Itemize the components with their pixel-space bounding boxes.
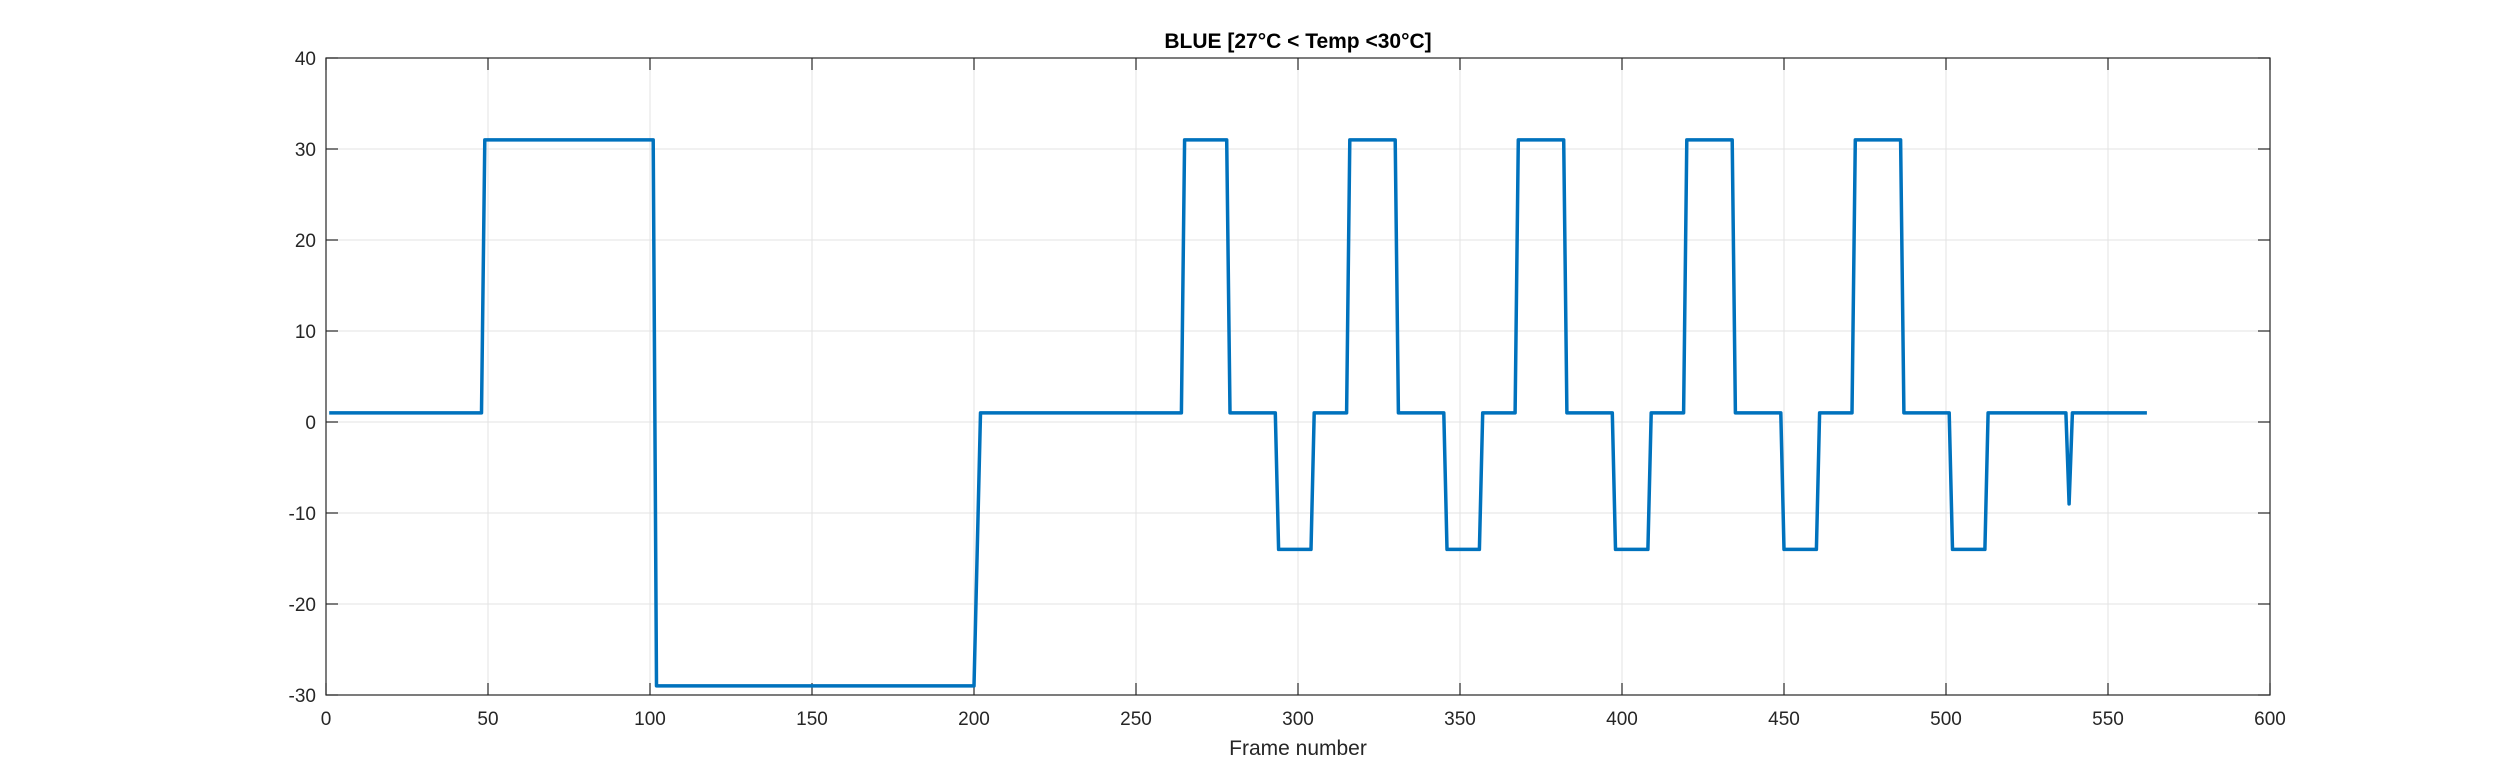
y-tick-label: 10 bbox=[295, 322, 316, 343]
y-tick-label: -20 bbox=[289, 595, 316, 616]
x-tick-label: 350 bbox=[1444, 709, 1476, 730]
x-tick-label: 200 bbox=[958, 709, 990, 730]
x-tick-label: 600 bbox=[2254, 709, 2286, 730]
y-tick-label: 20 bbox=[295, 231, 316, 252]
x-tick-label: 0 bbox=[321, 709, 332, 730]
y-tick-label: 30 bbox=[295, 140, 316, 161]
x-tick-label: 250 bbox=[1120, 709, 1152, 730]
y-tick-label: -30 bbox=[289, 686, 316, 707]
x-tick-label: 100 bbox=[634, 709, 666, 730]
tick-layer: 0 50 100 150 200 250 300 350 400 450 500 550 600-30-… bbox=[289, 49, 2286, 730]
series-layer bbox=[329, 138, 2147, 688]
y-tick-label: 0 bbox=[305, 413, 316, 434]
chart-title: BLUE [27°C < Temp <30°C] bbox=[1164, 30, 1431, 53]
x-tick-label: 300 bbox=[1282, 709, 1314, 730]
x-tick-label: 400 bbox=[1606, 709, 1638, 730]
x-axis-label: Frame number bbox=[1229, 737, 1367, 760]
y-tick-label: 40 bbox=[295, 49, 316, 70]
y-tick-label: -10 bbox=[289, 504, 316, 525]
x-tick-label: 550 bbox=[2092, 709, 2124, 730]
x-tick-label: 450 bbox=[1768, 709, 1800, 730]
series-line bbox=[329, 138, 2147, 688]
x-tick-label: 150 bbox=[796, 709, 828, 730]
x-tick-label: 500 bbox=[1930, 709, 1962, 730]
x-tick-label: 50 bbox=[477, 709, 498, 730]
